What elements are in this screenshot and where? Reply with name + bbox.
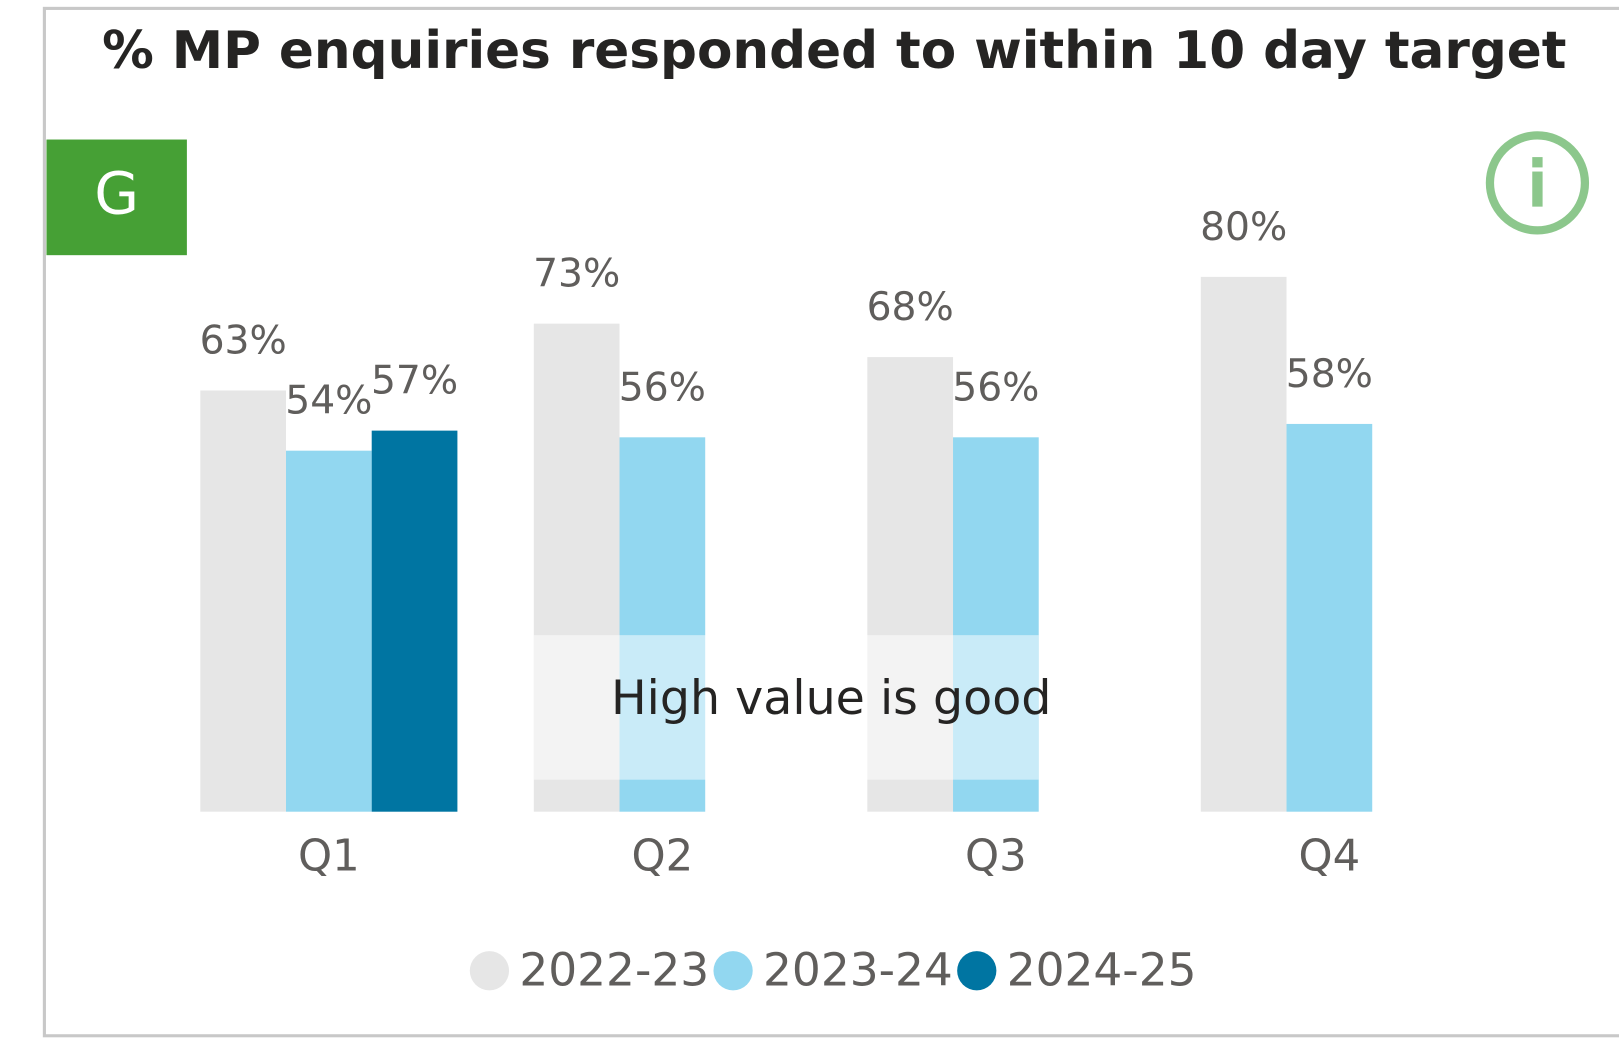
legend-swatch bbox=[957, 951, 997, 991]
data-label: 80% bbox=[1200, 205, 1287, 250]
bar bbox=[286, 450, 372, 812]
legend-label: 2022-23 bbox=[519, 943, 709, 996]
bar bbox=[371, 430, 458, 812]
x-tick-label: Q1 bbox=[298, 832, 360, 882]
status-text: G bbox=[94, 159, 139, 227]
x-tick-label: Q4 bbox=[1299, 832, 1361, 882]
data-label: 68% bbox=[867, 285, 954, 330]
data-label: 56% bbox=[952, 365, 1039, 410]
info-ring bbox=[1485, 131, 1590, 235]
data-label: 63% bbox=[200, 319, 287, 364]
legend-label: 2023-24 bbox=[763, 943, 953, 996]
legend-swatch bbox=[469, 951, 510, 991]
bar bbox=[1286, 423, 1373, 812]
bar bbox=[200, 390, 287, 812]
data-label: 73% bbox=[533, 252, 620, 297]
info-stem bbox=[1532, 171, 1543, 207]
bar bbox=[1200, 276, 1287, 812]
annotation-box bbox=[533, 635, 1039, 780]
data-label: 56% bbox=[619, 365, 706, 410]
info-icon[interactable] bbox=[1485, 131, 1590, 235]
annotation: High value is good bbox=[611, 671, 1051, 726]
info-dot bbox=[1532, 157, 1543, 168]
data-label: 54% bbox=[285, 379, 372, 424]
chart-title: % MP enquiries responded to within 10 da… bbox=[102, 21, 1566, 81]
x-tick-label: Q3 bbox=[965, 832, 1027, 882]
legend-swatch bbox=[713, 951, 753, 991]
status-badge bbox=[46, 139, 187, 256]
data-label: 58% bbox=[1286, 352, 1373, 397]
data-label: 57% bbox=[371, 359, 458, 404]
legend-label: 2024-25 bbox=[1007, 943, 1197, 996]
x-tick-label: Q2 bbox=[632, 832, 694, 882]
